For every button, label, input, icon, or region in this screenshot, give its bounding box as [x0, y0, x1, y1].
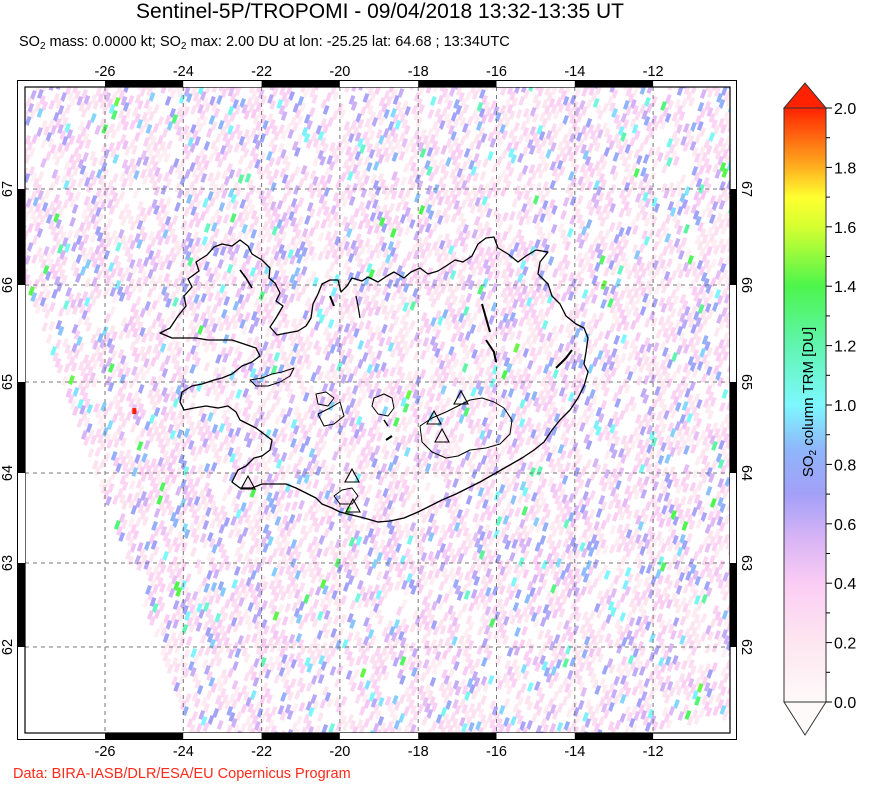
lon-tick-label-top: -12 [643, 64, 664, 80]
lat-tick-label-right: 64 [738, 465, 754, 481]
lon-tick-label-top: -24 [173, 64, 194, 80]
colorbar-tick-label: 2.0 [834, 101, 856, 118]
colorbar-label: SO2 column TRM [DU] [800, 326, 819, 478]
lat-tick-label-right: 66 [738, 277, 754, 293]
lat-tick-label-right: 62 [738, 639, 754, 655]
colorbar-tick-label: 1.6 [834, 220, 856, 237]
lon-tick-label-bottom: -22 [251, 744, 272, 760]
lon-tick-label-bottom: -24 [173, 744, 194, 760]
map-title: Sentinel-5P/TROPOMI - 09/04/2018 13:32-1… [136, 0, 624, 23]
lon-tick-label-bottom: -12 [643, 744, 664, 760]
lat-tick-label-left: 63 [0, 555, 16, 571]
lat-tick-label-right: 65 [738, 374, 754, 390]
colorbar-over-triangle [782, 82, 828, 109]
colorbar: 2.0 1.8 1.6 1.4 1.2 1.0 0.8 0.6 0.4 0.2 0.0 [782, 82, 856, 736]
lon-tick-label-top: -20 [329, 64, 350, 80]
lat-tick-label-right: 63 [738, 555, 754, 571]
colorbar-tick-label: 1.8 [834, 160, 856, 177]
colorbar-tick-label: 0.4 [834, 576, 856, 593]
lon-tick-label-top: -26 [95, 64, 116, 80]
lon-tick-label-top: -18 [408, 64, 429, 80]
lat-tick-label-left: 62 [0, 639, 16, 655]
so2-summary: SO2 mass: 0.0000 kt; SO2 max: 2.00 DU at… [19, 34, 510, 52]
lat-tick-label-left: 67 [0, 181, 16, 197]
lon-tick-label-top: -14 [564, 64, 585, 80]
lon-tick-label-bottom: -14 [564, 744, 585, 760]
lon-tick-label-top: -16 [486, 64, 507, 80]
colorbar-tick-label: 1.2 [834, 339, 856, 356]
so2-max-pixel [132, 408, 137, 415]
lat-tick-label-left: 64 [0, 465, 16, 481]
colorbar-tick-label: 1.4 [834, 279, 856, 296]
volcano-triangle-icon [426, 409, 442, 425]
colorbar-tick-label: 0.0 [834, 695, 856, 712]
lat-tick-label-left: 66 [0, 277, 16, 293]
lon-tick-label-bottom: -26 [95, 744, 116, 760]
lon-tick-label-top: -22 [251, 64, 272, 80]
coastline-iceland [159, 236, 589, 523]
so2-pixel-layer [25, 87, 730, 733]
colorbar-tick-label: 1.0 [834, 398, 856, 415]
volcano-markers [240, 389, 469, 513]
volcano-triangle-icon [453, 389, 469, 405]
volcano-triangle-icon [344, 467, 360, 483]
lat-tick-label-left: 65 [0, 374, 16, 390]
colorbar-tick-label: 0.6 [834, 517, 856, 534]
graticule [25, 87, 730, 733]
colorbar-under-triangle [783, 701, 827, 736]
map-frame: -26 -26 -24 -24 -22 -22 -20 -20 -18 -18 -16 -16 -14 -… [0, 64, 754, 760]
lon-tick-label-bottom: -20 [329, 744, 350, 760]
volcano-triangle-icon [345, 497, 361, 513]
lat-tick-label-right: 67 [738, 181, 754, 197]
volcano-triangle-icon [434, 427, 450, 443]
colorbar-bar [783, 107, 827, 703]
volcano-triangle-icon [240, 474, 256, 490]
lon-tick-label-bottom: -16 [486, 744, 507, 760]
data-credit: Data: BIRA-IASB/DLR/ESA/EU Copernicus Pr… [13, 766, 351, 782]
colorbar-tick-label: 0.2 [834, 636, 856, 653]
colorbar-tick-label: 0.8 [834, 457, 856, 474]
lon-tick-label-bottom: -18 [408, 744, 429, 760]
